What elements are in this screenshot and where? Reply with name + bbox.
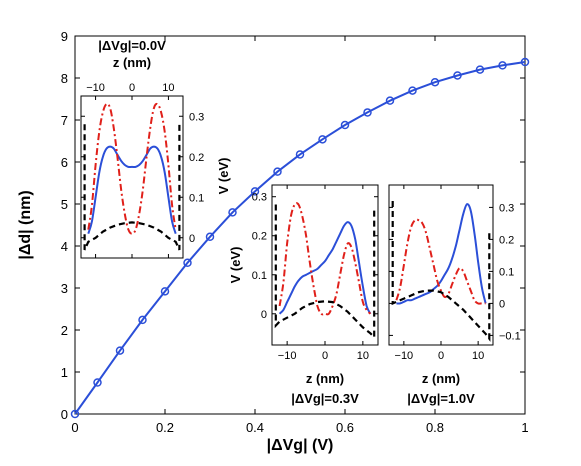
inset-1-0V-x-label: z (nm) [422,371,460,386]
data-point-13 [363,108,372,117]
inset-0-0V-y-tick-label-0: 0.3 [189,111,204,123]
inset-1-0V: −10 0 10 0.3 0.2 0.1 0 −0.1 z (nm) |ΔVg|=1.0V [388,184,521,406]
inset-0-0V-y-tick-label-3: 0 [189,233,195,245]
y-tick-label-0: 0 [61,407,68,422]
inset-0-3V-y-tick-label-1: 0.2 [252,231,267,243]
data-point-11 [318,135,327,144]
inset-1-0V-y-tick-label-4: −0.1 [499,330,521,342]
inset-0-3V-series-dashed [274,204,376,340]
inset-1-0V-x-tick-label-0: −10 [395,350,414,362]
x-tick-label-2: 0.4 [246,420,264,435]
data-point-7 [228,208,237,217]
inset-0-3V-y-label: V (eV) [228,247,243,284]
data-point-1 [93,378,102,387]
data-point-19 [498,61,507,70]
data-point-2 [115,346,125,355]
main-x-axis-label: |ΔVg| (V) [267,437,334,454]
inset-0-0V-x-label: z (nm) [113,55,151,70]
inset-0-0V-y-tick-label-1: 0.2 [189,152,204,164]
main-plot: 0 0.2 0.4 0.6 0.8 1 0 1 2 3 4 5 6 7 8 9 |ΔVg| (V) |Δd|… [17,29,530,454]
inset-0-0V-series-dashed [83,124,181,251]
data-point-17 [453,71,462,80]
inset-0-0V-y-tick-label-2: 0.1 [189,192,204,204]
y-tick-label-2: 2 [61,323,68,338]
data-point-3 [138,315,147,325]
inset-1-0V-title: |ΔVg|=1.0V [407,391,475,406]
inset-0-0V-x-tick-label-2: 10 [162,82,174,94]
x-tick-label-0: 0 [71,420,78,435]
main-y-axis-label: |Δd| (nm) [17,190,34,259]
x-tick-label-5: 1 [521,420,528,435]
main-series-line [74,61,526,415]
data-point-4 [160,287,170,296]
data-point-12 [340,120,350,130]
data-point-10 [295,150,305,159]
x-tick-label-1: 0.2 [156,420,174,435]
inset-1-0V-series-dashed [391,201,491,342]
inset-0-0V-series-dashdot [87,102,177,235]
inset-0-3V-series-solid [278,221,372,315]
inset-0-0V-series-solid [87,145,177,235]
x-tick-label-4: 0.8 [426,420,444,435]
inset-1-0V-y-tick-label-3: 0 [499,298,505,310]
data-point-20 [520,57,530,67]
inset-1-0V-y-tick-label-1: 0.2 [499,234,514,246]
y-tick-label-3: 3 [61,281,68,296]
inset-0-3V-y-tick-label-2: 0.1 [252,270,267,282]
data-point-6 [205,232,215,242]
data-point-8 [250,187,260,196]
inset-0-3V-x-tick-label-0: −10 [278,350,297,362]
inset-1-0V-series-dashdot [395,218,486,305]
inset-0-0V: −10 0 10 0.3 0.2 0.1 0 |ΔVg|=0.0V z (nm) V (eV… [80,38,231,259]
y-tick-label-4: 4 [61,239,68,254]
inset-1-0V-y-tick-label-0: 0.3 [499,202,514,214]
inset-0-3V-y-tick-label-0: 0.3 [252,192,267,204]
inset-0-3V: −10 0 10 0.3 0.2 0.1 0 z (nm) |ΔVg|=0.3V V (eV… [228,184,379,406]
inset-0-3V-title: |ΔVg|=0.3V [291,391,359,406]
inset-0-0V-x-tick-label-0: −10 [86,82,105,94]
data-point-9 [273,167,282,176]
inset-0-3V-x-tick-label-1: 0 [322,350,328,362]
main-plot-frame [74,35,526,415]
data-point-0 [70,409,80,419]
y-tick-label-7: 7 [61,113,68,128]
y-tick-label-6: 6 [61,155,68,170]
inset-0-3V-x-tick-label-2: 10 [357,350,369,362]
inset-1-0V-x-tick-label-1: 0 [438,350,444,362]
data-point-16 [430,77,440,87]
inset-1-0V-x-tick-label-2: 10 [472,350,484,362]
y-tick-label-1: 1 [61,365,68,380]
y-tick-label-8: 8 [61,71,68,86]
inset-0-0V-x-tick-label-1: 0 [129,82,135,94]
inset-0-0V-y-label: V (eV) [216,158,231,195]
x-tick-label-3: 0.6 [336,420,354,435]
data-point-18 [475,65,485,74]
inset-0-3V-y-tick-label-3: 0 [261,309,267,321]
inset-0-0V-title: |ΔVg|=0.0V [98,38,166,53]
inset-1-0V-series-solid [396,203,487,305]
y-tick-label-9: 9 [61,29,68,44]
data-point-15 [408,86,417,95]
y-tick-label-5: 5 [61,197,68,212]
data-point-14 [385,96,395,105]
inset-0-3V-x-label: z (nm) [306,371,344,386]
inset-1-0V-y-tick-label-2: 0.1 [499,266,514,278]
data-point-5 [183,258,192,268]
